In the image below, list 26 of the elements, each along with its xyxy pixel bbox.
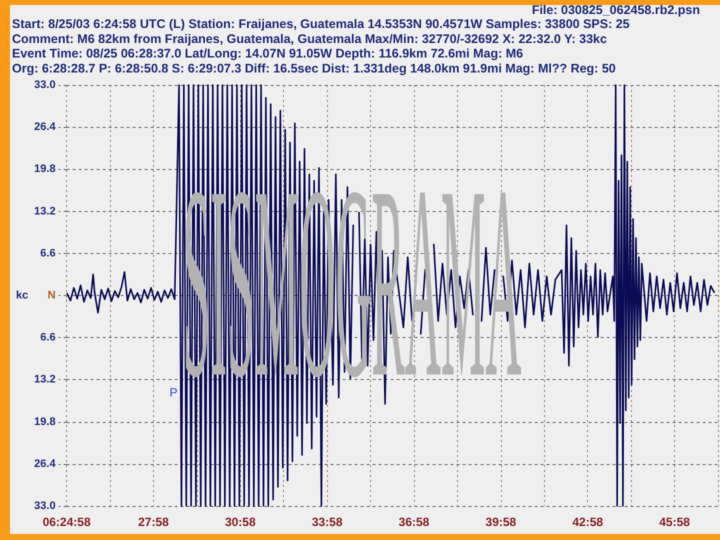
x-tick-label: 33:58 xyxy=(312,515,343,529)
y-tick-label: 6.6 xyxy=(40,332,56,344)
x-tick-label: 36:58 xyxy=(398,515,430,529)
x-tick-label: 39:58 xyxy=(486,515,517,529)
x-tick-label: 27:58 xyxy=(138,515,170,529)
y-tick-label: 13.2 xyxy=(34,374,56,386)
y-tick-label: 19.8 xyxy=(34,416,56,428)
text: Comment: M6 82km from Fraijanes, Guatemala, Guatemala Max/Min: 32770/-32692 X: 22:32.0 Y: 33kc xyxy=(12,32,607,46)
y-tick-label: 6.6 xyxy=(40,247,56,260)
y-tick-label: 33.0 xyxy=(34,500,56,512)
x-tick-label: 30:58 xyxy=(224,515,256,529)
text: Start: 8/25/03 6:24:58 UTC (L) Station: Fraijanes, Guatemala 14.5353N 90.4571W Samples: 33800 SPS: 25 xyxy=(12,17,630,31)
x-tick-label: 06:24:58 xyxy=(42,515,91,529)
y-tick-label: 26.4 xyxy=(34,458,56,470)
annotation: P xyxy=(170,385,178,400)
x-tick-label: 45:58 xyxy=(659,515,690,529)
y-tick-label: N xyxy=(48,290,56,302)
text: Event Time: 08/25 06:28:37.0 Lat/Long: 14.07N 91.05W Depth: 116.9km 72.6mi Mag: M6 xyxy=(12,46,524,61)
y-axis-title: kc xyxy=(16,290,28,302)
x-tick-label: 42:58 xyxy=(572,515,604,529)
text: Org: 6:28:28.7 P: 6:28:50.8 S: 6:29:07.3 Diff: 16.5sec Dist: 1.331deg 148.0km 91.9mi Mag: Ml?? Reg: 50 xyxy=(12,61,616,76)
y-tick-label: 19.8 xyxy=(34,163,56,176)
chart-subtitle: File: 030825_062458.rb2.psn xyxy=(532,3,700,17)
y-tick-label: 33.0 xyxy=(34,79,56,91)
y-tick-label: 26.4 xyxy=(34,121,56,134)
y-tick-label: 13.2 xyxy=(34,205,56,218)
